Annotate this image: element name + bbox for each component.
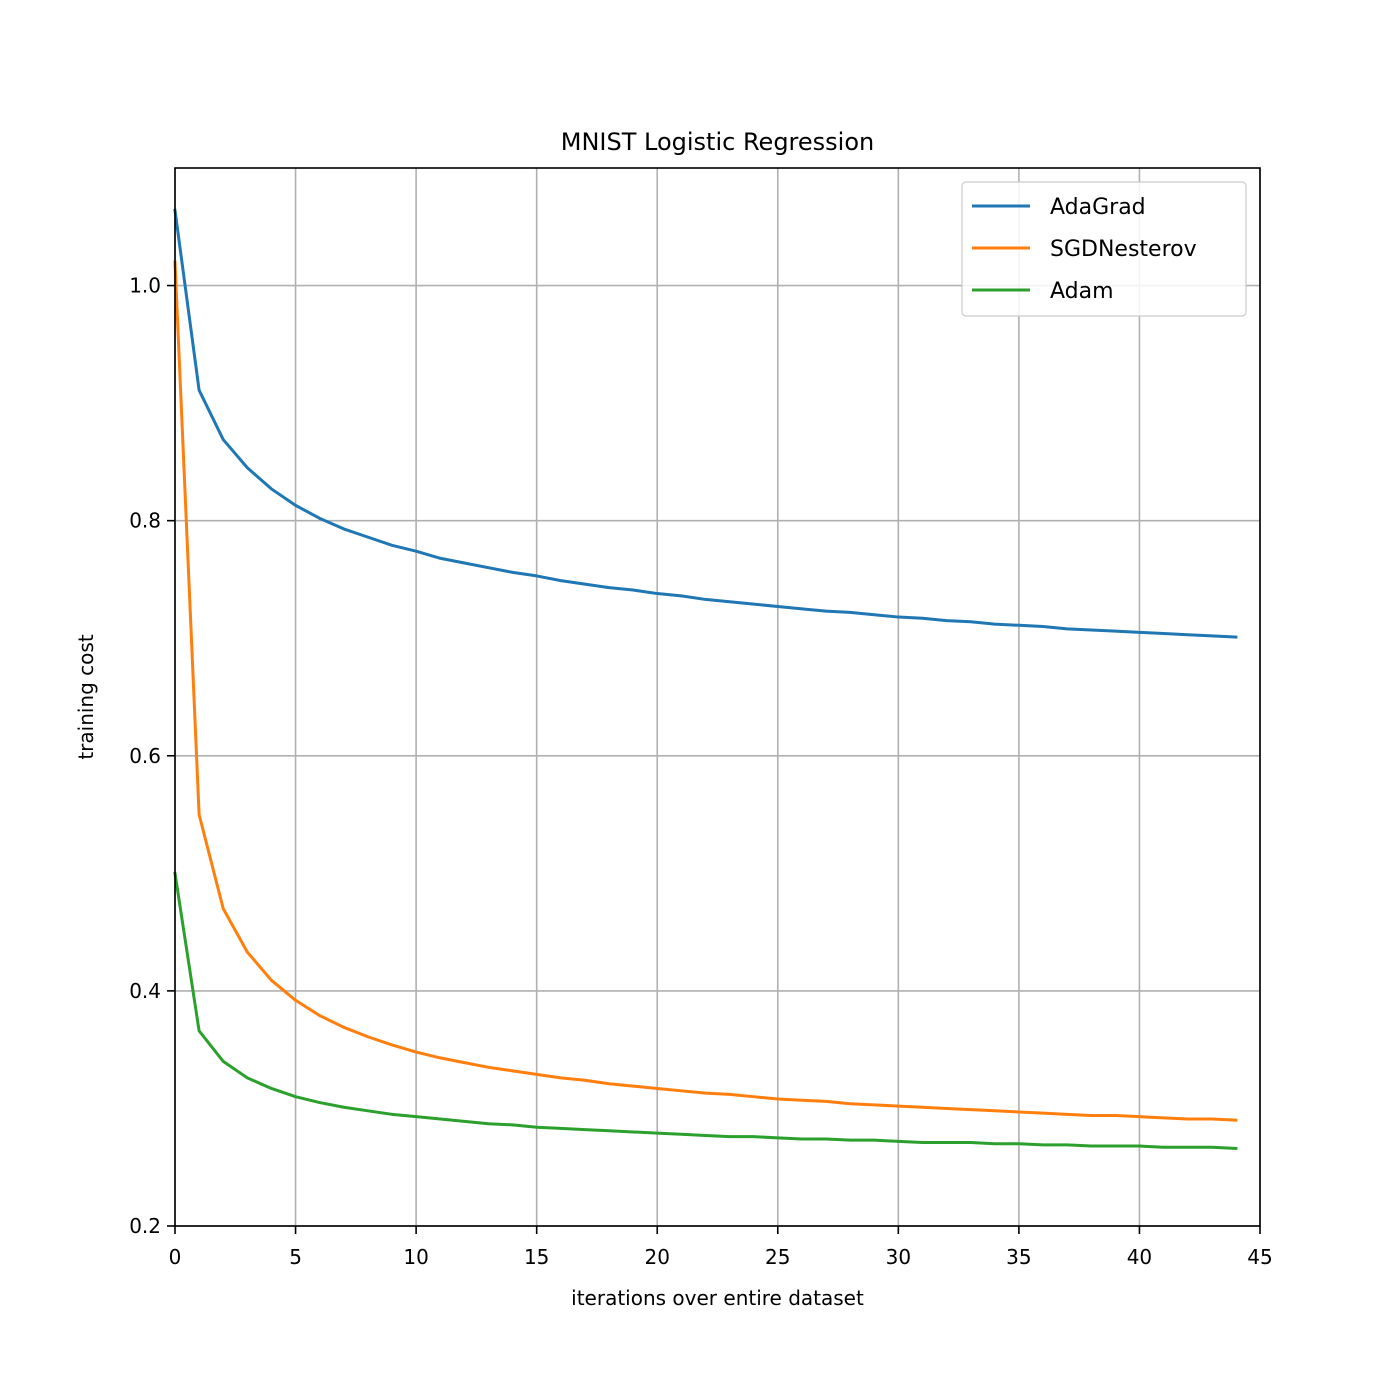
legend-label-sgdnesterov: SGDNesterov — [1050, 237, 1197, 262]
y-tick-label: 0.6 — [129, 744, 161, 768]
x-tick-label: 35 — [1006, 1245, 1031, 1269]
legend-box — [961, 181, 1247, 317]
y-tick-label: 0.8 — [129, 509, 161, 533]
series-line-sgdnesterov — [173, 260, 1238, 1122]
x-tick-label: 25 — [765, 1245, 790, 1269]
y-tick-label: 0.2 — [129, 1214, 161, 1238]
legend-label-adam: Adam — [1050, 279, 1114, 304]
x-tick-label: 20 — [644, 1245, 669, 1269]
legend: AdaGrad SGDNesterov Adam — [961, 181, 1247, 317]
x-axis-label: iterations over entire dataset — [571, 1286, 864, 1310]
x-tick-label: 45 — [1247, 1245, 1272, 1269]
x-tick-label: 5 — [289, 1245, 302, 1269]
x-tick-label: 0 — [169, 1245, 182, 1269]
series-line-adagrad — [173, 208, 1238, 639]
chart-title: MNIST Logistic Regression — [561, 128, 874, 156]
y-tick-label: 0.4 — [129, 979, 161, 1003]
x-tick-label: 30 — [886, 1245, 911, 1269]
y-axis-label: training cost — [74, 634, 98, 759]
x-tick-label: 10 — [403, 1245, 428, 1269]
series-lines — [173, 208, 1238, 1150]
x-tick-label: 40 — [1127, 1245, 1152, 1269]
axis-ticks: 0 5 10 15 20 25 30 35 40 45 0.2 0.4 0.6 0.8 1.0 — [129, 274, 1273, 1269]
legend-label-adagrad: AdaGrad — [1050, 195, 1146, 220]
y-tick-label: 1.0 — [129, 274, 161, 298]
plot-frame — [174, 167, 1261, 1227]
x-tick-label: 15 — [524, 1245, 549, 1269]
series-line-adam — [173, 871, 1238, 1150]
